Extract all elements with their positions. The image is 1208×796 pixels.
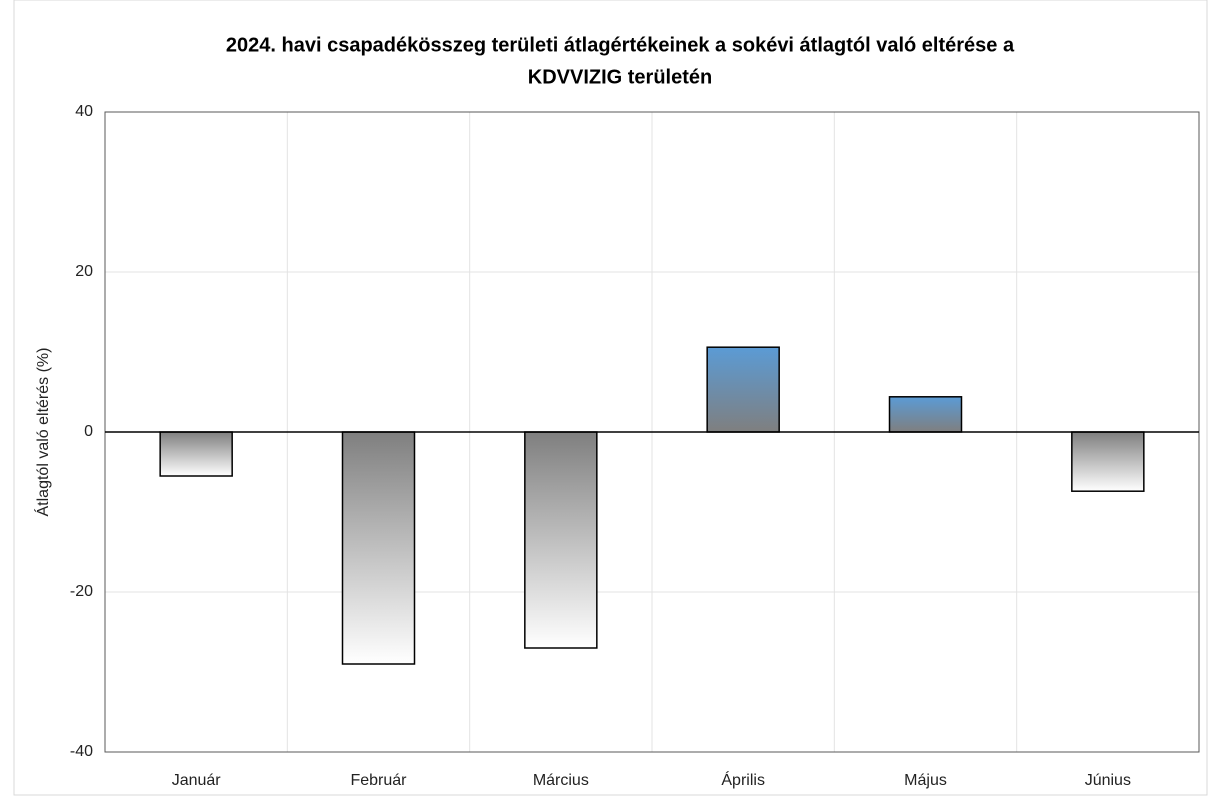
y-tick-label: -40 — [70, 743, 93, 760]
x-tick-label: Május — [904, 772, 947, 789]
x-tick-label: Március — [533, 772, 589, 789]
chart-frame — [13, 0, 1208, 796]
y-tick-label: 20 — [75, 263, 93, 280]
y-tick-label: 0 — [84, 423, 93, 440]
chart-title: KDVVIZIG területén — [528, 66, 712, 88]
bar — [524, 431, 598, 649]
y-tick-label: 40 — [75, 103, 93, 120]
y-axis-label: Átlagtól való eltérés (%) — [33, 348, 52, 517]
chart-title: 2024. havi csapadékösszeg területi átlag… — [226, 34, 1015, 56]
bar — [1071, 431, 1145, 492]
x-tick-label: Június — [1085, 772, 1131, 789]
bar — [888, 396, 963, 433]
bar — [159, 431, 233, 477]
x-tick-label: Február — [350, 772, 407, 789]
y-tick-label: -20 — [70, 583, 93, 600]
x-tick-label: Április — [721, 770, 765, 789]
bar — [341, 431, 416, 665]
x-tick-label: Január — [172, 772, 222, 789]
bar — [706, 346, 780, 433]
